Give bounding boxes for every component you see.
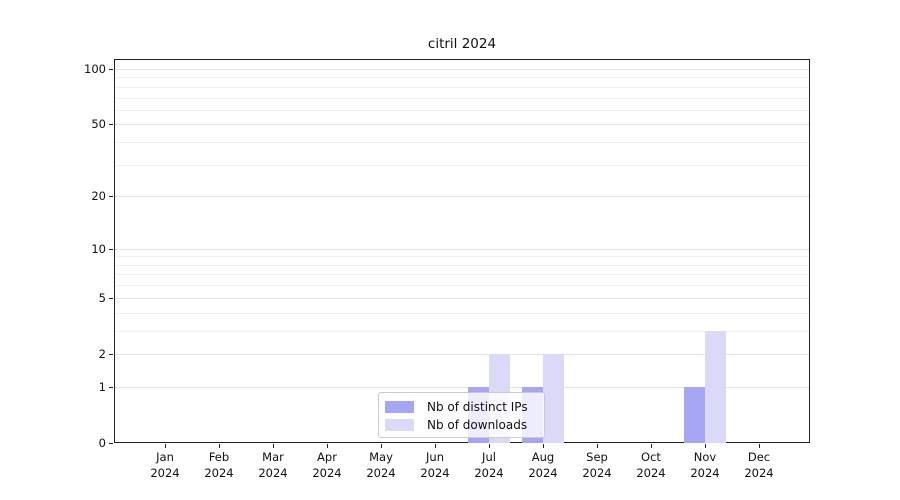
x-tick-label: Oct 2024 <box>621 449 681 481</box>
bar-distinct-ips <box>684 386 705 443</box>
x-tick-year: 2024 <box>204 466 234 480</box>
x-tick-year: 2024 <box>474 466 504 480</box>
legend: Nb of distinct IPs Nb of downloads <box>378 392 545 438</box>
x-tick-label: Jun 2024 <box>405 449 465 481</box>
x-tick-month: Jun <box>426 450 444 464</box>
y-tick-mark <box>109 196 113 198</box>
minor-gridline <box>115 312 809 314</box>
x-tick-year: 2024 <box>528 466 558 480</box>
x-tick-year: 2024 <box>312 466 342 480</box>
x-tick-mark <box>597 444 598 448</box>
minor-gridline <box>115 77 809 79</box>
x-tick-label: Mar 2024 <box>243 449 303 481</box>
x-tick-month: May <box>369 450 393 464</box>
y-tick-label: 100 <box>84 62 106 76</box>
minor-gridline <box>115 330 809 332</box>
x-tick-label: Nov 2024 <box>675 449 735 481</box>
x-tick-mark <box>219 444 220 448</box>
x-tick-label: Feb 2024 <box>189 449 249 481</box>
y-tick-label: 20 <box>91 189 106 204</box>
y-tick-mark <box>109 386 113 388</box>
x-tick-mark <box>759 444 760 448</box>
x-tick-label: Jul 2024 <box>459 449 519 481</box>
x-tick-month: Oct <box>641 450 661 464</box>
x-tick-month: Aug <box>531 450 555 464</box>
minor-gridline <box>115 97 809 99</box>
minor-gridline <box>115 256 809 258</box>
major-gridline <box>115 297 809 299</box>
x-tick-mark <box>381 444 382 448</box>
y-tick-label: 50 <box>91 117 106 132</box>
x-tick-label: Dec 2024 <box>729 449 789 481</box>
y-tick-label: 2 <box>98 346 106 361</box>
major-gridline <box>115 353 809 355</box>
y-tick-mark <box>109 443 113 444</box>
minor-gridline <box>115 109 809 111</box>
x-tick-label: Aug 2024 <box>513 449 573 481</box>
y-tick-label: 5 <box>98 290 106 305</box>
y-tick-mark <box>109 124 113 126</box>
y-tick-label: 1 <box>98 379 106 394</box>
x-tick-year: 2024 <box>366 466 396 480</box>
x-tick-month: Feb <box>208 450 230 464</box>
x-tick-month: Jul <box>482 450 496 464</box>
major-gridline <box>115 124 809 126</box>
x-tick-month: Apr <box>317 450 337 464</box>
x-tick-month: Mar <box>262 450 284 464</box>
x-tick-mark <box>273 444 274 448</box>
y-tick-mark <box>109 248 113 250</box>
x-tick-month: Nov <box>693 450 717 464</box>
legend-swatch-distinct-ips <box>385 400 414 413</box>
legend-item-distinct-ips: Nb of distinct IPs <box>385 398 538 415</box>
x-tick-year: 2024 <box>636 466 666 480</box>
x-tick-year: 2024 <box>420 466 450 480</box>
y-tick-label: 0 <box>98 436 106 450</box>
minor-gridline <box>115 285 809 287</box>
x-tick-mark <box>435 444 436 448</box>
minor-gridline <box>115 86 809 88</box>
x-tick-month: Jan <box>156 450 174 464</box>
x-tick-year: 2024 <box>150 466 180 480</box>
legend-item-downloads: Nb of downloads <box>385 416 538 433</box>
x-tick-mark <box>489 444 490 448</box>
legend-label-downloads: Nb of downloads <box>427 417 528 432</box>
x-tick-year: 2024 <box>744 466 774 480</box>
major-gridline <box>115 248 809 250</box>
x-tick-month: Sep <box>586 450 608 464</box>
minor-gridline <box>115 274 809 276</box>
y-tick-mark <box>109 353 113 355</box>
x-tick-mark <box>165 444 166 448</box>
x-tick-label: Jan 2024 <box>135 449 195 481</box>
y-tick-mark <box>109 69 113 70</box>
major-gridline <box>115 196 809 198</box>
x-tick-month: Dec <box>747 450 771 464</box>
major-gridline <box>115 386 809 388</box>
x-tick-label: Sep 2024 <box>567 449 627 481</box>
bar-downloads <box>543 353 564 443</box>
major-gridline <box>115 69 809 70</box>
x-tick-year: 2024 <box>690 466 720 480</box>
x-tick-year: 2024 <box>582 466 612 480</box>
plot-area <box>114 59 810 443</box>
minor-gridline <box>115 164 809 166</box>
minor-gridline <box>115 264 809 266</box>
x-tick-mark <box>327 444 328 448</box>
legend-swatch-downloads <box>385 418 414 431</box>
chart-title: citril 2024 <box>427 36 497 52</box>
y-tick-label: 10 <box>91 241 106 256</box>
x-tick-mark <box>705 444 706 448</box>
x-tick-label: May 2024 <box>351 449 411 481</box>
x-tick-mark <box>543 444 544 448</box>
x-tick-mark <box>651 444 652 448</box>
minor-gridline <box>115 142 809 144</box>
legend-label-distinct-ips: Nb of distinct IPs <box>427 399 528 414</box>
x-tick-year: 2024 <box>258 466 288 480</box>
bar-downloads <box>705 330 726 443</box>
x-tick-label: Apr 2024 <box>297 449 357 481</box>
y-tick-mark <box>109 297 113 299</box>
